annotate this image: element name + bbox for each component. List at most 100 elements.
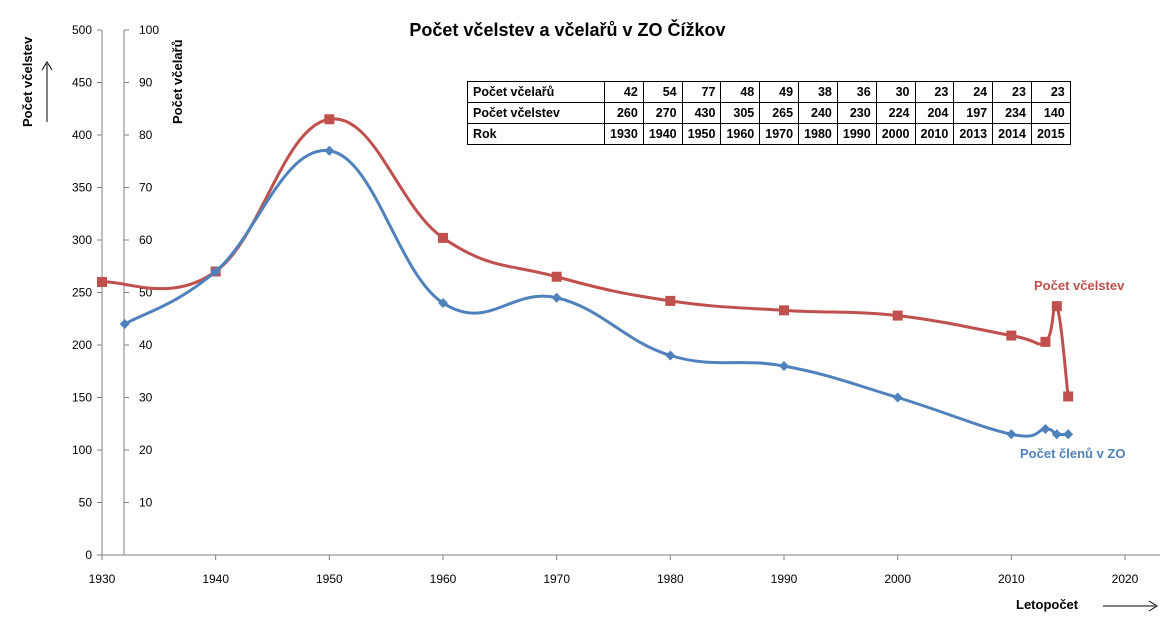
y-axis-right-tick-label: 60 (139, 233, 153, 247)
data-point-clenu (779, 361, 789, 371)
data-point-clenu (1051, 429, 1062, 440)
table-cell: 260 (604, 102, 644, 124)
table-cell: 23 (914, 81, 955, 103)
table-cell: 1940 (642, 123, 683, 145)
table-cell: 77 (681, 81, 722, 103)
table-cell: 42 (604, 81, 644, 103)
data-point-vcelstev (779, 305, 789, 316)
table-cell: 38 (798, 81, 838, 103)
data-point-vcelstev (1006, 330, 1017, 341)
table-cell: 48 (720, 81, 761, 103)
y-axis-left-tick-label: 0 (85, 548, 92, 562)
table-cell: 49 (759, 81, 800, 103)
data-point-clenu (210, 266, 221, 277)
table-cell: 197 (953, 102, 994, 124)
x-axis-arrow-head (1148, 600, 1158, 612)
table-cell: 1970 (759, 123, 800, 145)
table-cell: 2010 (914, 123, 955, 145)
x-axis-title: Letopočet (1016, 597, 1079, 612)
table-cell: 2000 (875, 123, 916, 145)
y-axis-right-tick-label: 100 (139, 23, 159, 37)
y-axis-right-tick-label: 90 (139, 76, 153, 90)
table-cell: 140 (1030, 102, 1071, 124)
data-point-vcelstev (97, 277, 107, 287)
series-label-clenu: Počet členů v ZO (1020, 446, 1126, 461)
data-point-clenu (324, 145, 335, 156)
x-axis-tick-label: 2000 (884, 572, 911, 586)
data-point-clenu (892, 392, 903, 403)
data-point-clenu (119, 319, 130, 329)
x-axis-tick-label: 1940 (202, 572, 229, 586)
data-point-clenu (1063, 429, 1074, 440)
y-axis-right-title: Počet včelařů (170, 39, 190, 144)
series-layer (97, 114, 1074, 440)
table-cell: 1990 (836, 123, 877, 145)
axes (97, 29, 1160, 560)
table-cell: 1950 (681, 123, 722, 145)
data-point-vcelstev (551, 271, 562, 282)
y-axis-left-title-text: Počet včelstev (20, 36, 35, 127)
data-point-clenu (551, 292, 562, 303)
y-axis-left-tick-label: 500 (72, 23, 92, 37)
table-cell: 230 (836, 102, 877, 124)
data-point-clenu (1040, 424, 1051, 434)
x-axis-tick-label: 1980 (657, 572, 684, 586)
data-table: Počet včelařů 42 54 77 48 49 38 36 30 23 24 23 23 Poč… (467, 81, 1071, 145)
y-axis-right-tick-label: 40 (139, 338, 153, 352)
y-axis-right-tick-label: 30 (139, 391, 153, 405)
y-axis-left-tick-label: 350 (72, 181, 92, 195)
tick-labels: 0501001502002503003504004505001020304050… (72, 23, 1139, 586)
table-cell: 430 (681, 102, 722, 124)
table-row: Počet včelstev 260 270 430 305 265 240 230 224 20… (467, 102, 1071, 124)
table-cell: 36 (836, 81, 877, 103)
table-cell: 2014 (992, 123, 1032, 145)
y-axis-left-tick-label: 200 (72, 338, 92, 352)
y-axis-arrow-head (41, 61, 53, 71)
table-cell: 240 (798, 102, 838, 124)
x-axis-tick-label: 1960 (430, 572, 457, 586)
x-axis-tick-label: 1990 (771, 572, 798, 586)
axis-arrows (41, 61, 1158, 612)
data-point-clenu (1006, 429, 1017, 440)
table-cell: 23 (992, 81, 1032, 103)
table-cell: 1960 (720, 123, 761, 145)
x-axis-tick-label: 2010 (998, 572, 1025, 586)
data-point-clenu (438, 298, 448, 308)
data-point-vcelstev (438, 232, 448, 243)
table-cell: 30 (875, 81, 916, 103)
y-axis-left-tick-label: 450 (72, 76, 92, 90)
data-point-vcelstev (1063, 391, 1074, 402)
data-point-vcelstev (1040, 336, 1051, 347)
table-cell: 265 (759, 102, 800, 124)
table-row-label: Počet včelstev (467, 102, 605, 124)
table-cell: 234 (992, 102, 1032, 124)
series-label-vcelstev: Počet včelstev (1034, 278, 1125, 293)
table-row-label: Počet včelařů (467, 81, 605, 103)
table-cell: 2013 (953, 123, 994, 145)
y-axis-right-tick-label: 20 (139, 443, 153, 457)
data-point-clenu (665, 350, 676, 361)
y-axis-left-tick-label: 150 (72, 391, 92, 405)
table-row: Rok 1930 1940 1950 1960 1970 1980 1990 2000 2010 2… (467, 123, 1071, 145)
table-cell: 24 (953, 81, 994, 103)
x-axis-tick-label: 2020 (1112, 572, 1139, 586)
data-point-vcelstev (892, 310, 903, 321)
y-axis-right-tick-label: 80 (139, 128, 153, 142)
y-axis-left-tick-label: 400 (72, 128, 92, 142)
y-axis-right-tick-label: 10 (139, 496, 153, 510)
table-cell: 270 (642, 102, 683, 124)
x-axis-tick-label: 1970 (543, 572, 570, 586)
x-axis-tick-label: 1930 (89, 572, 116, 586)
table-cell: 2015 (1030, 123, 1071, 145)
y-axis-left-tick-label: 250 (72, 286, 92, 300)
table-cell: 305 (720, 102, 761, 124)
data-point-vcelstev (1051, 301, 1062, 312)
series-line-vcelstev (101, 117, 1070, 397)
table-cell: 1980 (798, 123, 838, 145)
series-line-clenu (123, 149, 1069, 438)
chart-title: Počet včelstev a včelařů v ZO Čížkov (409, 20, 726, 40)
table-cell: 204 (914, 102, 955, 124)
table-cell: 54 (642, 81, 683, 103)
x-axis-tick-label: 1950 (316, 572, 343, 586)
